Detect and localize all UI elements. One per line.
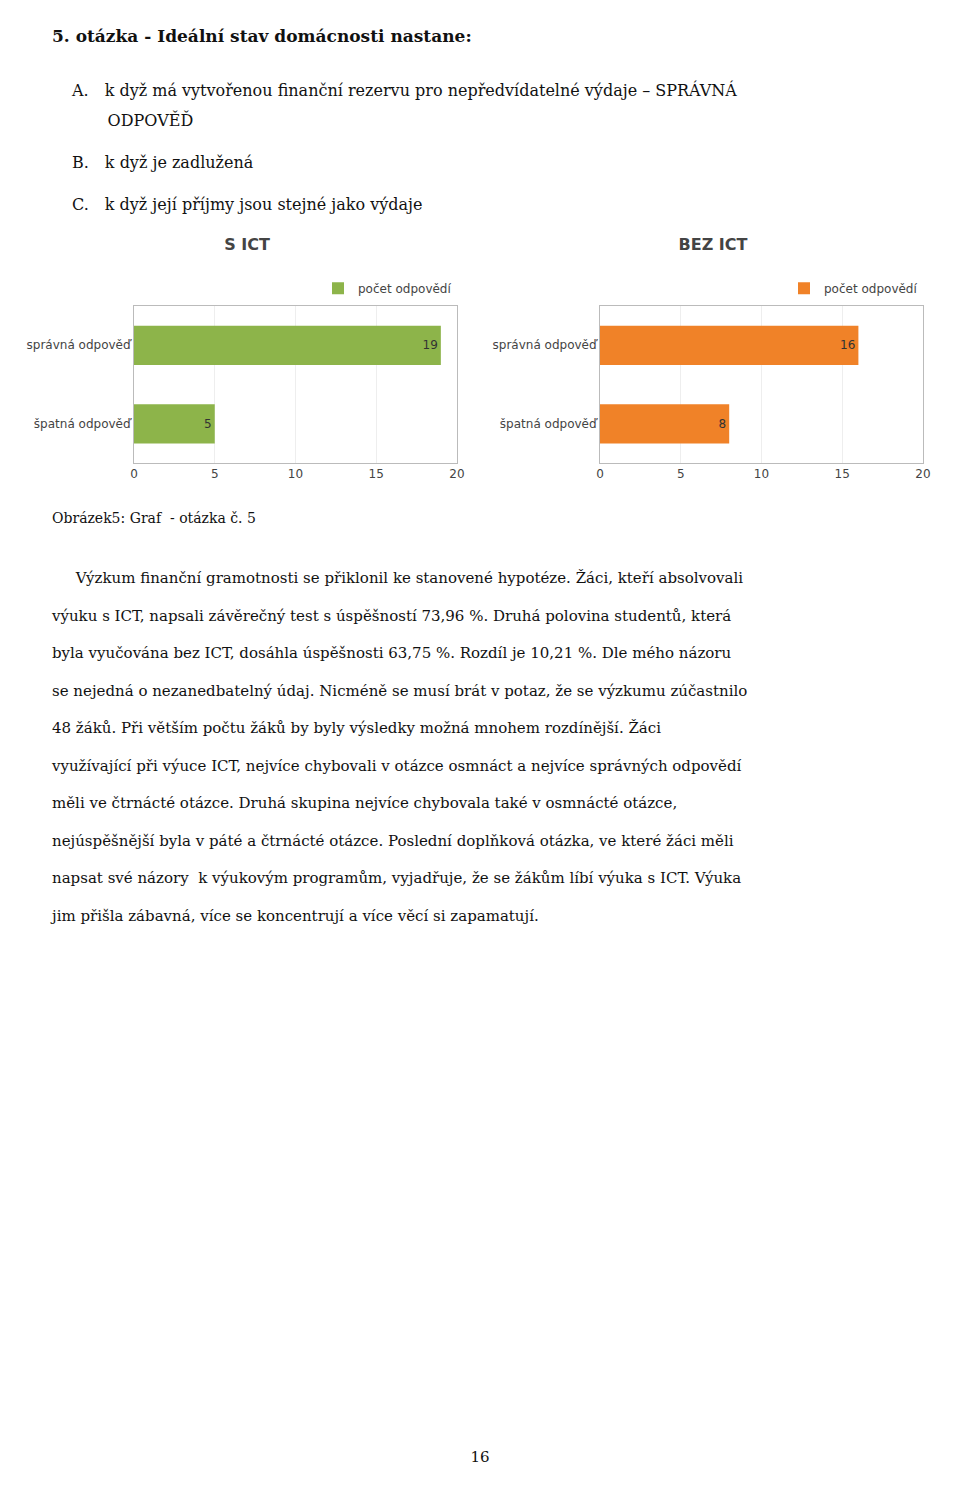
svg-text:S ICT: S ICT — [224, 235, 270, 254]
svg-text:BEZ ICT: BEZ ICT — [679, 235, 748, 254]
html-text:výuku s ICT, napsali závěrečný: výuku s ICT, napsali závěrečný test s ús… — [52, 606, 732, 625]
html-text:využívající při výuce ICT, nej: využívající při výuce ICT, nejvíce chybo… — [52, 756, 742, 775]
html-text:napsat své názory k výukovým p: napsat své názory k výukovým programům, … — [52, 869, 742, 887]
html-text:C. k dyž její příjmy jsou stej: C. k dyž její příjmy jsou stejné jako vý… — [72, 195, 423, 214]
svg-text:10: 10 — [288, 467, 303, 481]
svg-text:10: 10 — [754, 467, 769, 481]
svg-text:8: 8 — [719, 417, 727, 431]
svg-text:15: 15 — [835, 467, 850, 481]
html-text:48 žáků. Při větším počtu žáků: 48 žáků. Při větším počtu žáků by byly v… — [52, 719, 661, 737]
svg-text:špatná odpověď: špatná odpověď — [34, 417, 132, 431]
html-text:Obrázek5: Graf - otázka č. 5: Obrázek5: Graf - otázka č. 5 — [52, 510, 256, 526]
html-text:A. k dyž má vytvořenou finančn: A. k dyž má vytvořenou finanční rezervu … — [72, 81, 737, 100]
svg-text:správná odpověď: správná odpověď — [493, 338, 598, 352]
svg-text:5: 5 — [211, 467, 219, 481]
html-text:ODPOVĚĎ: ODPOVĚĎ — [72, 111, 194, 130]
html-text:měli ve čtrnácté otázce. Druhá: měli ve čtrnácté otázce. Druhá skupina n… — [52, 794, 678, 812]
html-text:Výzkum finanční gramotnosti se: Výzkum finanční gramotnosti se přiklonil… — [52, 569, 744, 587]
svg-text:0: 0 — [596, 467, 604, 481]
html-text:jim přišla zábavná, více se ko: jim přišla zábavná, více se koncentrují … — [52, 906, 539, 925]
svg-text:19: 19 — [423, 338, 438, 352]
svg-text:20: 20 — [915, 467, 930, 481]
svg-text:špatná odpověď: špatná odpověď — [500, 417, 598, 431]
svg-text:16: 16 — [840, 338, 855, 352]
html-text:se nejedná o nezanedbatelný úd: se nejedná o nezanedbatelný údaj. Nicmén… — [52, 681, 748, 700]
svg-text:5: 5 — [677, 467, 685, 481]
html-text:B. k dyž je zadlužená: B. k dyž je zadlužená — [72, 153, 254, 172]
html-text:byla vyučována bez ICT, dosáhl: byla vyučována bez ICT, dosáhla úspěšnos… — [52, 644, 732, 662]
html-text:16: 16 — [470, 1448, 490, 1466]
svg-text:správná odpověď: správná odpověď — [27, 338, 132, 352]
svg-text:počet odpovědí: počet odpovědí — [824, 282, 917, 296]
svg-text:5: 5 — [204, 417, 212, 431]
html-text:nejúspěšnější byla v páté a čt: nejúspěšnější byla v páté a čtrnácté otá… — [52, 831, 734, 850]
svg-text:počet odpovědí: počet odpovědí — [358, 282, 451, 296]
html-text:5. otázka - Ideální stav domác: 5. otázka - Ideální stav domácnosti nast… — [52, 26, 472, 46]
svg-text:20: 20 — [449, 467, 464, 481]
svg-text:15: 15 — [369, 467, 384, 481]
svg-text:0: 0 — [130, 467, 138, 481]
